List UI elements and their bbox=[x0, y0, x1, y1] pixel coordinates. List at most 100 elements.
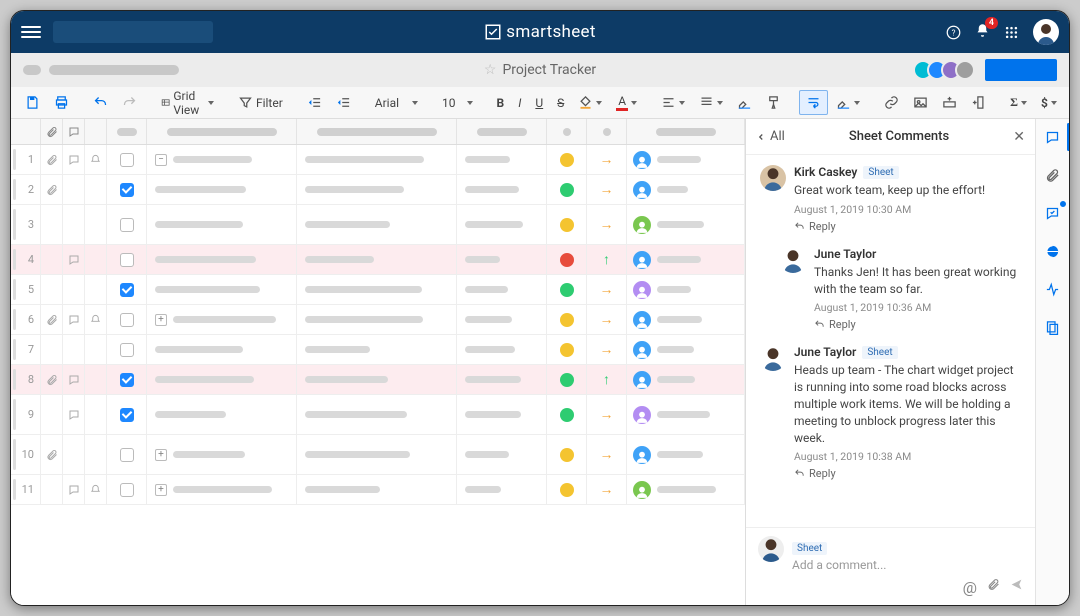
user-avatar[interactable] bbox=[1033, 19, 1059, 45]
border-icon[interactable] bbox=[830, 91, 866, 114]
row-desc[interactable] bbox=[297, 475, 457, 504]
row-checkbox[interactable] bbox=[107, 205, 147, 244]
underline-icon[interactable]: U bbox=[529, 92, 549, 114]
row-status[interactable] bbox=[547, 395, 587, 434]
row-extra[interactable] bbox=[457, 305, 547, 334]
row-reminder[interactable] bbox=[85, 435, 107, 474]
apps-icon[interactable] bbox=[1004, 25, 1019, 40]
row-task[interactable] bbox=[147, 395, 297, 434]
row-owner[interactable] bbox=[627, 475, 745, 504]
close-icon[interactable]: ✕ bbox=[1013, 129, 1025, 145]
row-comment[interactable] bbox=[63, 365, 85, 394]
row-reminder[interactable] bbox=[85, 205, 107, 244]
help-icon[interactable]: ? bbox=[946, 25, 961, 40]
indent-icon[interactable] bbox=[330, 91, 357, 114]
row-attach[interactable] bbox=[41, 435, 63, 474]
row-reminder[interactable] bbox=[85, 305, 107, 334]
row-task[interactable] bbox=[147, 365, 297, 394]
row-comment[interactable] bbox=[63, 335, 85, 364]
row-extra[interactable] bbox=[457, 205, 547, 244]
rail-proof-icon[interactable] bbox=[1043, 203, 1063, 223]
row-checkbox[interactable] bbox=[107, 245, 147, 274]
highlight-icon[interactable] bbox=[731, 91, 758, 114]
fill-color-icon[interactable] bbox=[572, 91, 608, 114]
row-trend[interactable]: → bbox=[587, 205, 627, 244]
row-desc[interactable] bbox=[297, 305, 457, 334]
mention-icon[interactable]: @ bbox=[963, 578, 977, 597]
row-extra[interactable] bbox=[457, 275, 547, 304]
text-color-icon[interactable]: A bbox=[610, 90, 643, 115]
view-switcher[interactable]: Grid View bbox=[155, 85, 220, 121]
row-status[interactable] bbox=[547, 335, 587, 364]
row-attach[interactable] bbox=[41, 145, 63, 174]
row-checkbox[interactable] bbox=[107, 475, 147, 504]
row-checkbox[interactable] bbox=[107, 435, 147, 474]
row-checkbox[interactable] bbox=[107, 395, 147, 434]
row-trend[interactable]: → bbox=[587, 305, 627, 334]
row-task[interactable]: + bbox=[147, 435, 297, 474]
row-attach[interactable] bbox=[41, 335, 63, 364]
row-task[interactable] bbox=[147, 175, 297, 204]
strike-icon[interactable]: S bbox=[551, 92, 570, 114]
row-reminder[interactable] bbox=[85, 175, 107, 204]
rail-activity-icon[interactable] bbox=[1043, 279, 1063, 299]
wrap-icon[interactable] bbox=[799, 90, 828, 115]
row-extra[interactable] bbox=[457, 395, 547, 434]
row-comment[interactable] bbox=[63, 475, 85, 504]
expand-icon[interactable]: − bbox=[155, 154, 167, 166]
row-attach[interactable] bbox=[41, 175, 63, 204]
align-v-icon[interactable] bbox=[693, 91, 729, 114]
row-desc[interactable] bbox=[297, 335, 457, 364]
row-comment[interactable] bbox=[63, 305, 85, 334]
row-extra[interactable] bbox=[457, 145, 547, 174]
table-row[interactable]: 2→ bbox=[11, 175, 745, 205]
notifications-icon[interactable]: 4 bbox=[975, 23, 990, 42]
save-icon[interactable] bbox=[19, 91, 46, 114]
row-desc[interactable] bbox=[297, 395, 457, 434]
bold-icon[interactable]: B bbox=[491, 92, 511, 114]
table-row[interactable]: 5→ bbox=[11, 275, 745, 305]
reply-button[interactable]: Reply bbox=[814, 318, 1021, 331]
back-button[interactable]: All bbox=[756, 129, 785, 144]
menu-icon[interactable] bbox=[21, 26, 41, 38]
row-reminder[interactable] bbox=[85, 335, 107, 364]
row-desc[interactable] bbox=[297, 275, 457, 304]
rail-publish-icon[interactable] bbox=[1043, 241, 1063, 261]
row-checkbox[interactable] bbox=[107, 175, 147, 204]
row-checkbox[interactable] bbox=[107, 305, 147, 334]
row-owner[interactable] bbox=[627, 365, 745, 394]
row-status[interactable] bbox=[547, 275, 587, 304]
row-extra[interactable] bbox=[457, 435, 547, 474]
table-row[interactable]: 1−→ bbox=[11, 145, 745, 175]
expand-icon[interactable]: + bbox=[155, 314, 167, 326]
expand-icon[interactable]: + bbox=[155, 449, 167, 461]
reply-button[interactable]: Reply bbox=[794, 220, 1021, 233]
reply-button[interactable]: Reply bbox=[794, 467, 1021, 480]
rail-attachments-icon[interactable] bbox=[1043, 165, 1063, 185]
row-comment[interactable] bbox=[63, 205, 85, 244]
search-input[interactable] bbox=[53, 21, 213, 43]
row-checkbox[interactable] bbox=[107, 335, 147, 364]
row-status[interactable] bbox=[547, 365, 587, 394]
row-attach[interactable] bbox=[41, 245, 63, 274]
row-owner[interactable] bbox=[627, 435, 745, 474]
table-row[interactable]: 3→ bbox=[11, 205, 745, 245]
row-extra[interactable] bbox=[457, 335, 547, 364]
row-extra[interactable] bbox=[457, 475, 547, 504]
align-h-icon[interactable] bbox=[655, 91, 691, 114]
row-checkbox[interactable] bbox=[107, 145, 147, 174]
row-reminder[interactable] bbox=[85, 245, 107, 274]
row-status[interactable] bbox=[547, 305, 587, 334]
row-desc[interactable] bbox=[297, 205, 457, 244]
row-owner[interactable] bbox=[627, 175, 745, 204]
row-reminder[interactable] bbox=[85, 365, 107, 394]
attach-icon[interactable] bbox=[987, 578, 1000, 591]
row-trend[interactable]: → bbox=[587, 175, 627, 204]
row-reminder[interactable] bbox=[85, 475, 107, 504]
compose-input[interactable]: Add a comment... bbox=[792, 558, 1023, 572]
sum-icon[interactable]: Σ bbox=[1004, 91, 1033, 114]
row-trend[interactable]: ↑ bbox=[587, 245, 627, 274]
compose-scope-tag[interactable]: Sheet bbox=[792, 542, 827, 555]
row-status[interactable] bbox=[547, 475, 587, 504]
row-checkbox[interactable] bbox=[107, 275, 147, 304]
